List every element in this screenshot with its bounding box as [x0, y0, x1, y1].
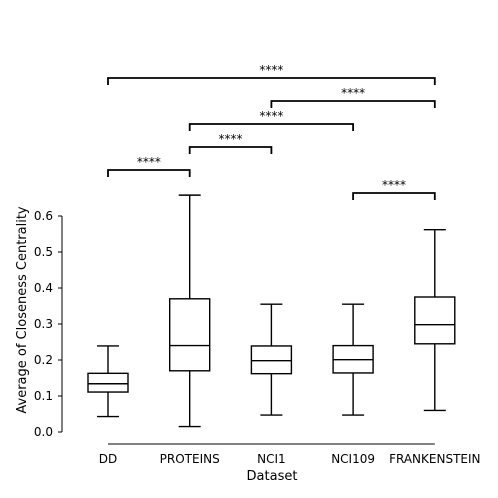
- y-tick-label: 0.6: [34, 209, 53, 223]
- x-tick-label: FRANKENSTEIN: [389, 452, 480, 466]
- y-tick-label: 0.4: [34, 281, 53, 295]
- box-iqr: [250, 345, 293, 375]
- box-nci1: [250, 303, 293, 416]
- y-axis: 0.0 0.1 0.2 0.3 0.4 0.5 0.6: [34, 209, 63, 439]
- y-tick-label: 0.0: [34, 425, 53, 439]
- x-tick-label: NCI1: [257, 452, 286, 466]
- significance-label: ****: [219, 132, 243, 146]
- box-iqr: [414, 296, 456, 345]
- x-tick-label: NCI109: [331, 452, 375, 466]
- significance-bracket: ****: [352, 178, 436, 200]
- significance-label: ****: [259, 63, 283, 77]
- box-iqr: [168, 298, 211, 372]
- significance-brackets: **** **** **** **** **** ****: [107, 63, 436, 200]
- x-axis-label: Dataset: [247, 469, 298, 484]
- x-tick-label: DD: [99, 452, 117, 466]
- x-tick-label: PROTEINS: [160, 452, 220, 466]
- bracket-line: [352, 192, 436, 200]
- bracket-line: [107, 77, 436, 85]
- significance-bracket: ****: [107, 155, 191, 177]
- box-dd: [87, 345, 129, 418]
- box-proteins: [168, 194, 211, 428]
- y-tick-label: 0.5: [34, 245, 53, 259]
- significance-bracket: ****: [188, 109, 354, 131]
- y-tick-label: 0.1: [34, 389, 53, 403]
- boxes: [87, 194, 456, 428]
- significance-label: ****: [259, 109, 283, 123]
- significance-bracket: ****: [107, 63, 436, 85]
- bracket-line: [107, 169, 191, 177]
- y-tick-label: 0.3: [34, 317, 53, 331]
- significance-bracket: ****: [270, 86, 436, 108]
- bracket-line: [188, 123, 354, 131]
- significance-bracket: ****: [188, 132, 273, 154]
- significance-label: ****: [382, 178, 406, 192]
- significance-label: ****: [137, 155, 161, 169]
- box-iqr: [87, 372, 129, 393]
- y-tick-label: 0.2: [34, 353, 53, 367]
- y-axis-label: Average of Closeness Centrality: [15, 206, 30, 414]
- significance-label: ****: [341, 86, 365, 100]
- bracket-line: [188, 146, 273, 154]
- bracket-line: [270, 100, 436, 108]
- box-frankenstein: [414, 228, 456, 412]
- box-nci109: [332, 303, 374, 416]
- x-axis: DD PROTEINS NCI1 NCI109 FRANKENSTEIN: [99, 443, 481, 466]
